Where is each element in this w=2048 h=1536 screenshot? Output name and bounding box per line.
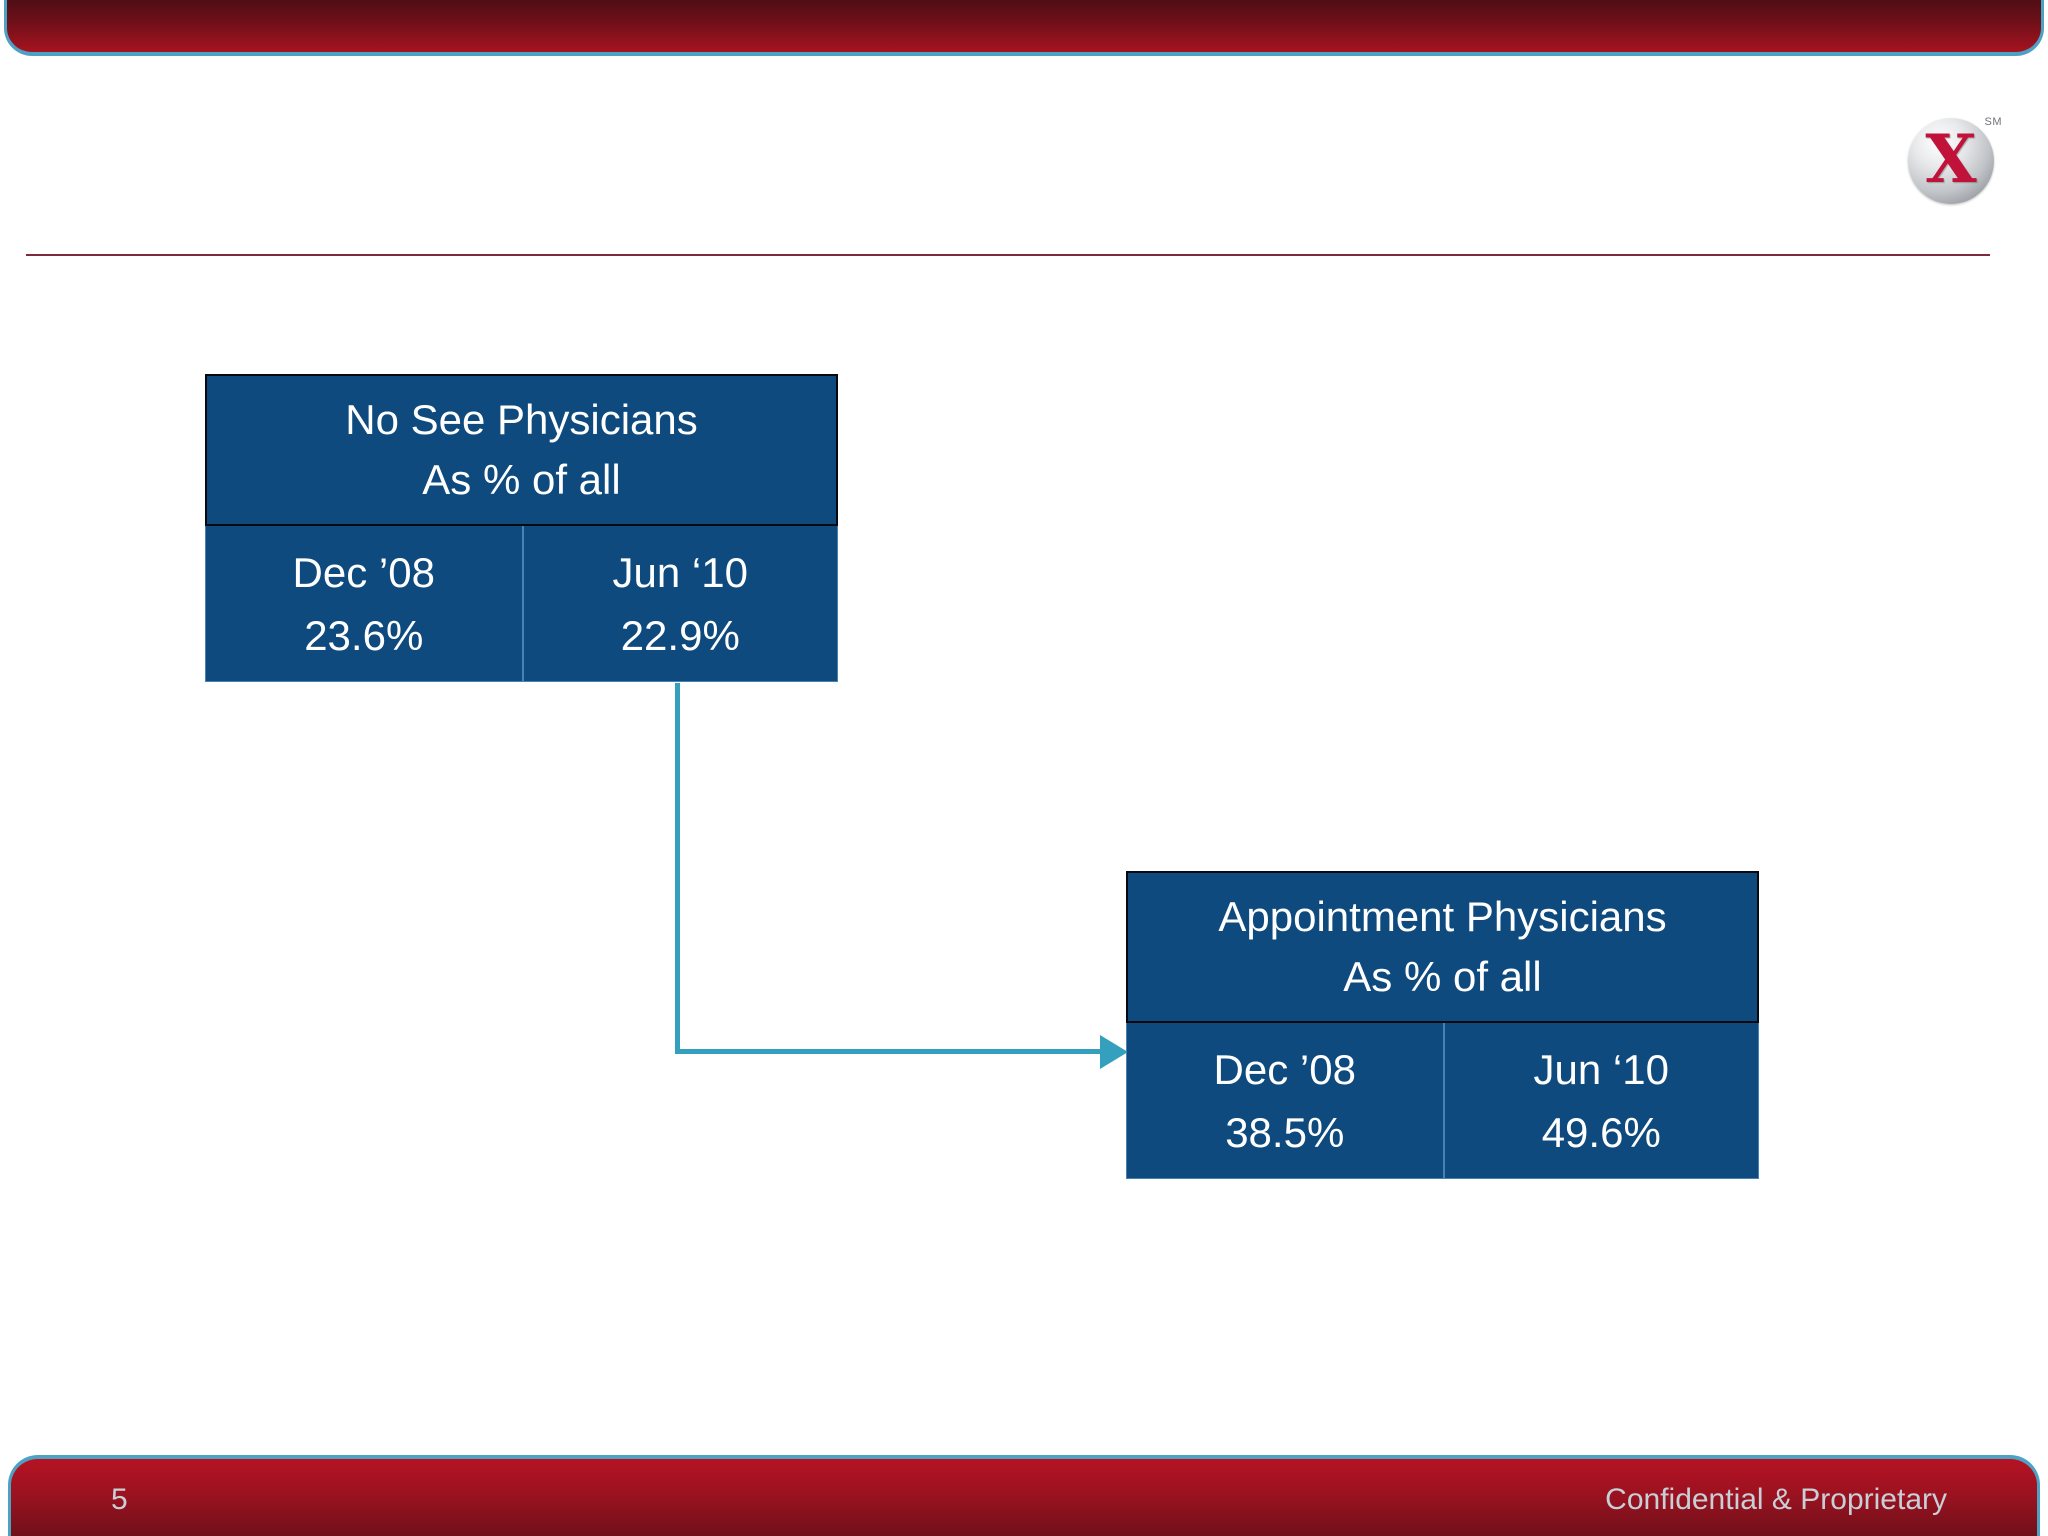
box-title-line1: No See Physicians	[345, 396, 698, 444]
logo-x-letter: X	[1925, 120, 1977, 198]
box-title-line2: As % of all	[422, 456, 621, 503]
connector-arrowhead-icon	[1100, 1035, 1128, 1069]
no-see-physicians-box-header: No See Physicians As % of all	[205, 374, 838, 526]
appointment-physicians-box-header: Appointment Physicians As % of all	[1126, 871, 1759, 1023]
no-see-physicians-box: No See Physicians As % of all Dec ’08 23…	[205, 374, 838, 682]
page-number: 5	[111, 1483, 128, 1516]
bottom-banner: 5 Confidential & Proprietary	[8, 1455, 2040, 1536]
title-divider-line	[26, 254, 1990, 256]
cell-label: Dec ’08	[1213, 1045, 1356, 1093]
box-title-line2: As % of all	[1343, 953, 1542, 1000]
top-banner	[4, 0, 2044, 56]
appointment-physicians-box: Appointment Physicians As % of all Dec ’…	[1126, 871, 1759, 1179]
connector-vertical-line	[675, 683, 680, 1054]
cell-label: Dec ’08	[292, 548, 435, 596]
logo-servicemark: SM	[1984, 116, 2002, 128]
cell-value: 49.6%	[1541, 1108, 1661, 1156]
box-cell-dec08: Dec ’08 23.6%	[206, 526, 522, 681]
cell-value: 38.5%	[1225, 1108, 1345, 1156]
connector-horizontal-line	[675, 1049, 1105, 1054]
box-cell-jun10: Jun ‘10 22.9%	[521, 526, 837, 681]
cell-value: 22.9%	[620, 611, 740, 659]
company-logo: X SM	[1908, 116, 2002, 206]
confidential-footer-text: Confidential & Proprietary	[1605, 1483, 1947, 1516]
box-cell-dec08: Dec ’08 38.5%	[1127, 1023, 1443, 1178]
cell-value: 23.6%	[304, 611, 424, 659]
no-see-physicians-box-cells: Dec ’08 23.6% Jun ‘10 22.9%	[205, 526, 838, 682]
cell-label: Jun ‘10	[612, 548, 748, 596]
logo-sphere-icon	[1908, 118, 1994, 204]
appointment-physicians-box-cells: Dec ’08 38.5% Jun ‘10 49.6%	[1126, 1023, 1759, 1179]
box-title-line1: Appointment Physicians	[1218, 893, 1667, 941]
box-cell-jun10: Jun ‘10 49.6%	[1442, 1023, 1758, 1178]
cell-label: Jun ‘10	[1533, 1045, 1669, 1093]
